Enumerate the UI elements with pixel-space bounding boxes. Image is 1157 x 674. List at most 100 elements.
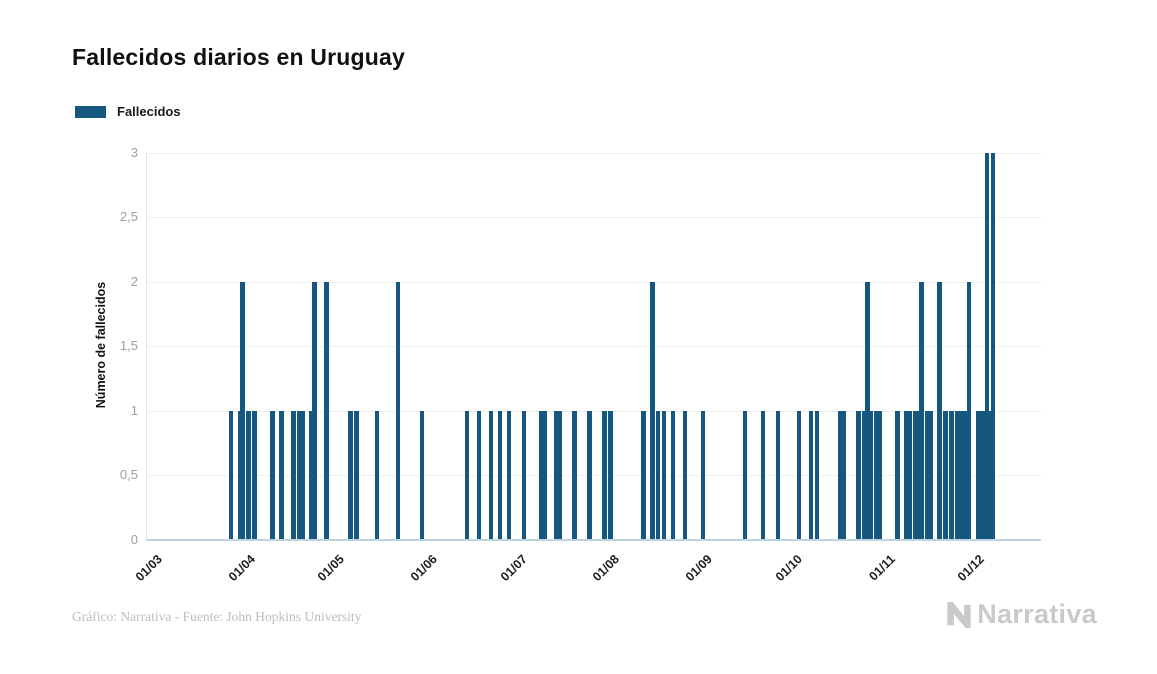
bar bbox=[279, 410, 284, 540]
bar bbox=[240, 281, 245, 540]
bar bbox=[760, 410, 766, 540]
bar bbox=[949, 410, 954, 540]
bar bbox=[958, 410, 963, 540]
bar bbox=[928, 410, 933, 540]
bar bbox=[976, 410, 981, 540]
bar bbox=[554, 410, 559, 540]
bar bbox=[650, 281, 655, 540]
bar bbox=[895, 410, 900, 540]
y-tick-label: 0,5 bbox=[119, 467, 138, 483]
bar bbox=[395, 281, 401, 540]
bar bbox=[641, 410, 646, 540]
bar bbox=[841, 410, 846, 540]
x-tick-label: 01/09 bbox=[683, 552, 716, 585]
gridline bbox=[146, 475, 1041, 477]
y-tick-label: 0 bbox=[130, 531, 138, 547]
brand-name: Narrativa bbox=[977, 599, 1097, 629]
bar bbox=[925, 410, 930, 540]
bar bbox=[967, 281, 972, 540]
bar bbox=[354, 410, 359, 540]
x-tick-label: 01/10 bbox=[772, 552, 805, 585]
bar bbox=[608, 410, 613, 540]
source-credit: Gráfico: Narrativa - Fuente: John Hopkin… bbox=[72, 609, 362, 624]
bar bbox=[488, 410, 494, 540]
bar bbox=[990, 152, 996, 540]
narrativa-logo: Narrativa bbox=[946, 599, 1097, 630]
x-tick-label: 01/06 bbox=[407, 552, 440, 585]
bar bbox=[375, 410, 380, 540]
gridline bbox=[146, 152, 1041, 154]
bar bbox=[775, 410, 781, 540]
bar bbox=[742, 410, 748, 540]
bar bbox=[656, 410, 661, 540]
x-tick-label: 01/11 bbox=[865, 552, 898, 584]
gridline bbox=[146, 217, 1041, 219]
y-tick-label: 3 bbox=[130, 144, 138, 160]
bar bbox=[252, 410, 257, 540]
y-tick-label: 2,5 bbox=[119, 209, 138, 225]
x-tick-label: 01/05 bbox=[315, 552, 348, 585]
bar bbox=[237, 410, 242, 540]
bar bbox=[865, 281, 870, 540]
x-tick-label: 01/04 bbox=[225, 552, 258, 585]
x-tick-label: 01/07 bbox=[497, 552, 530, 585]
bar bbox=[246, 410, 251, 540]
bar bbox=[808, 410, 813, 540]
bar bbox=[476, 410, 482, 540]
y-tick-label: 1 bbox=[130, 402, 138, 418]
bar bbox=[877, 410, 882, 540]
bar bbox=[419, 410, 425, 540]
x-tick-label: 01/08 bbox=[590, 552, 623, 585]
bar bbox=[309, 410, 314, 540]
gridline bbox=[146, 281, 1041, 283]
y-tick-label: 2 bbox=[130, 273, 138, 289]
bar bbox=[838, 410, 843, 540]
bar bbox=[943, 410, 948, 540]
bar bbox=[297, 410, 302, 540]
bar bbox=[979, 410, 984, 540]
bar bbox=[602, 410, 607, 540]
bar bbox=[662, 410, 667, 540]
bar bbox=[228, 410, 233, 540]
bar bbox=[862, 410, 867, 540]
bar bbox=[874, 410, 879, 540]
bar bbox=[907, 410, 912, 540]
y-tick-label: 1,5 bbox=[119, 338, 138, 354]
bar bbox=[964, 410, 969, 540]
bar bbox=[542, 410, 547, 540]
bar bbox=[982, 410, 987, 540]
legend-label: Fallecidos bbox=[117, 104, 181, 119]
bar bbox=[700, 410, 706, 540]
bar bbox=[916, 410, 921, 540]
legend: Fallecidos bbox=[75, 104, 181, 119]
bar bbox=[572, 410, 577, 540]
bar bbox=[868, 410, 873, 540]
gridline bbox=[146, 346, 1041, 348]
bar bbox=[671, 410, 676, 540]
x-tick-label: 01/03 bbox=[132, 552, 165, 585]
bar bbox=[348, 410, 353, 540]
x-axis-baseline bbox=[146, 538, 1041, 541]
page-title: Fallecidos diarios en Uruguay bbox=[72, 44, 405, 70]
bar bbox=[464, 410, 470, 540]
bar bbox=[904, 410, 909, 540]
bar bbox=[521, 410, 526, 540]
bar bbox=[796, 410, 802, 540]
bar bbox=[506, 410, 511, 540]
bar bbox=[919, 281, 924, 540]
bar bbox=[324, 281, 329, 540]
bar bbox=[913, 410, 918, 540]
bar bbox=[937, 281, 942, 540]
bar bbox=[497, 410, 503, 540]
bar bbox=[955, 410, 960, 540]
bar bbox=[683, 410, 688, 540]
bar bbox=[557, 410, 562, 540]
bar bbox=[312, 281, 317, 540]
bar bbox=[985, 152, 990, 540]
gridline bbox=[146, 410, 1041, 412]
bar bbox=[291, 410, 296, 540]
legend-swatch-icon bbox=[75, 105, 106, 118]
bar bbox=[270, 410, 275, 540]
